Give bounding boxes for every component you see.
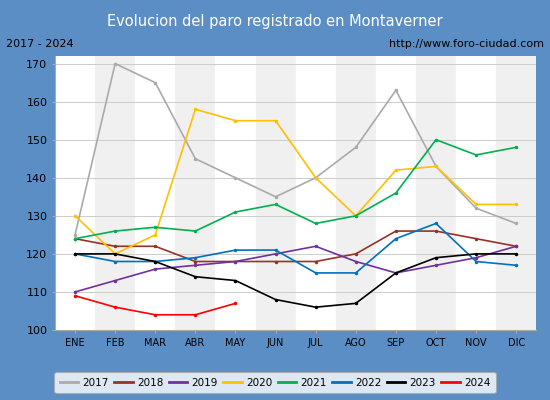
- Bar: [256, 56, 296, 330]
- Bar: [376, 56, 416, 330]
- Bar: [216, 56, 256, 330]
- Bar: [175, 56, 216, 330]
- Bar: [416, 56, 456, 330]
- Bar: [456, 56, 496, 330]
- Bar: [95, 56, 135, 330]
- Bar: [296, 56, 336, 330]
- Bar: [55, 56, 95, 330]
- Bar: [135, 56, 175, 330]
- Text: 2017 - 2024: 2017 - 2024: [6, 39, 73, 49]
- Text: http://www.foro-ciudad.com: http://www.foro-ciudad.com: [389, 39, 544, 49]
- Bar: [496, 56, 536, 330]
- Text: Evolucion del paro registrado en Montaverner: Evolucion del paro registrado en Montave…: [107, 14, 443, 29]
- Legend: 2017, 2018, 2019, 2020, 2021, 2022, 2023, 2024: 2017, 2018, 2019, 2020, 2021, 2022, 2023…: [54, 372, 496, 393]
- Bar: [336, 56, 376, 330]
